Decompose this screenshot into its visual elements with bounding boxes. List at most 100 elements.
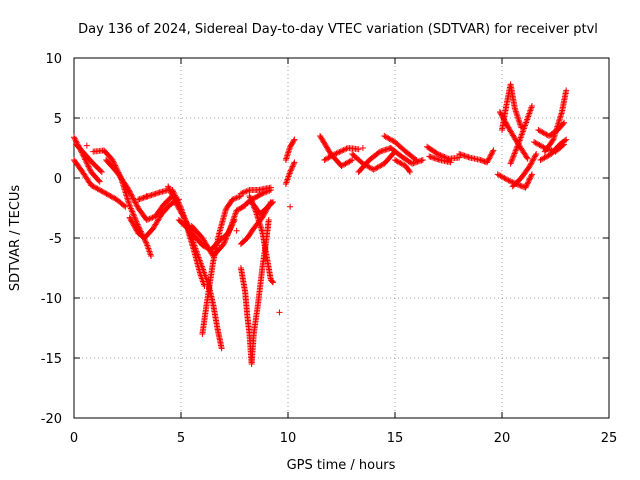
data-point xyxy=(224,231,231,238)
data-point xyxy=(523,154,530,161)
data-point xyxy=(530,156,537,163)
data-point xyxy=(174,196,181,203)
data-point xyxy=(499,112,505,119)
data-point xyxy=(100,189,107,196)
data-point xyxy=(503,120,510,127)
data-point xyxy=(508,159,515,166)
data-point xyxy=(532,152,539,159)
data-point xyxy=(526,163,533,169)
data-point xyxy=(127,190,134,197)
data-point xyxy=(502,119,509,126)
data-point xyxy=(485,156,492,163)
data-point xyxy=(224,232,231,239)
data-point xyxy=(146,215,153,222)
data-point xyxy=(266,187,273,194)
x-tick-label: 5 xyxy=(177,431,185,446)
data-point xyxy=(510,151,517,158)
y-tick-label: -15 xyxy=(41,352,62,367)
y-tick-label: 5 xyxy=(54,112,62,127)
data-point xyxy=(531,155,538,161)
data-point xyxy=(170,189,177,196)
x-tick-label: 20 xyxy=(494,431,511,446)
data-point xyxy=(522,184,529,191)
data-point xyxy=(129,208,136,215)
data-point xyxy=(340,147,347,153)
data-point xyxy=(500,115,507,122)
data-point xyxy=(509,156,516,163)
data-point xyxy=(95,177,102,184)
data-point xyxy=(290,160,297,167)
data-point xyxy=(130,222,137,229)
data-point xyxy=(406,167,413,174)
data-point xyxy=(130,221,137,228)
data-point xyxy=(490,147,497,154)
y-tick-label: -20 xyxy=(41,412,62,427)
data-point xyxy=(349,157,356,163)
data-point xyxy=(169,187,176,193)
data-point xyxy=(260,212,267,218)
y-tick-label: 10 xyxy=(45,52,62,67)
data-point xyxy=(514,143,521,150)
data-point xyxy=(291,136,298,143)
data-point xyxy=(127,205,134,212)
data-point-isolated xyxy=(233,227,240,234)
data-point xyxy=(221,238,228,245)
data-point xyxy=(527,175,534,182)
data-point xyxy=(265,188,272,195)
data-point xyxy=(172,193,179,200)
data-point xyxy=(98,169,105,175)
data-point-isolated xyxy=(143,193,150,199)
data-point xyxy=(107,193,114,199)
data-point xyxy=(84,160,91,167)
data-point xyxy=(110,158,117,165)
data-point xyxy=(486,155,493,162)
data-point xyxy=(333,150,340,157)
data-point xyxy=(218,345,225,352)
data-point xyxy=(433,150,440,157)
data-point xyxy=(130,195,137,202)
data-point xyxy=(489,148,496,155)
y-axis-label: SDTVAR / TECUs xyxy=(8,185,23,292)
data-point xyxy=(111,195,118,202)
data-point xyxy=(513,146,520,153)
data-point xyxy=(513,144,520,151)
data-point xyxy=(262,208,269,215)
axis-ticks xyxy=(73,57,610,419)
data-point xyxy=(528,171,535,178)
data-point xyxy=(72,137,79,143)
data-point xyxy=(128,206,135,213)
data-point xyxy=(126,214,133,221)
data-point xyxy=(90,183,97,190)
data-point xyxy=(515,140,522,147)
data-point xyxy=(220,241,227,247)
data-point xyxy=(104,191,111,198)
data-point xyxy=(132,225,139,231)
data-point xyxy=(528,172,535,179)
data-point xyxy=(339,147,346,154)
data-point xyxy=(128,217,135,224)
data-point xyxy=(127,204,134,211)
data-point xyxy=(525,179,532,186)
data-point xyxy=(173,195,180,202)
data-point xyxy=(129,209,136,216)
data-point xyxy=(260,190,267,196)
data-point xyxy=(484,159,491,166)
data-point xyxy=(505,177,512,184)
data-point xyxy=(501,116,508,123)
data-point xyxy=(523,183,530,190)
data-point xyxy=(434,151,441,157)
data-point xyxy=(110,159,117,166)
data-point xyxy=(496,109,503,115)
data-point xyxy=(263,188,270,195)
data-point xyxy=(109,157,116,163)
data-point xyxy=(523,181,530,188)
data-point xyxy=(133,200,140,207)
data-point xyxy=(91,184,98,191)
data-point xyxy=(221,239,228,246)
data-point xyxy=(130,212,137,219)
x-tick-label: 0 xyxy=(70,431,78,446)
data-point xyxy=(270,279,277,286)
data-point xyxy=(222,236,229,243)
data-point xyxy=(287,167,294,174)
